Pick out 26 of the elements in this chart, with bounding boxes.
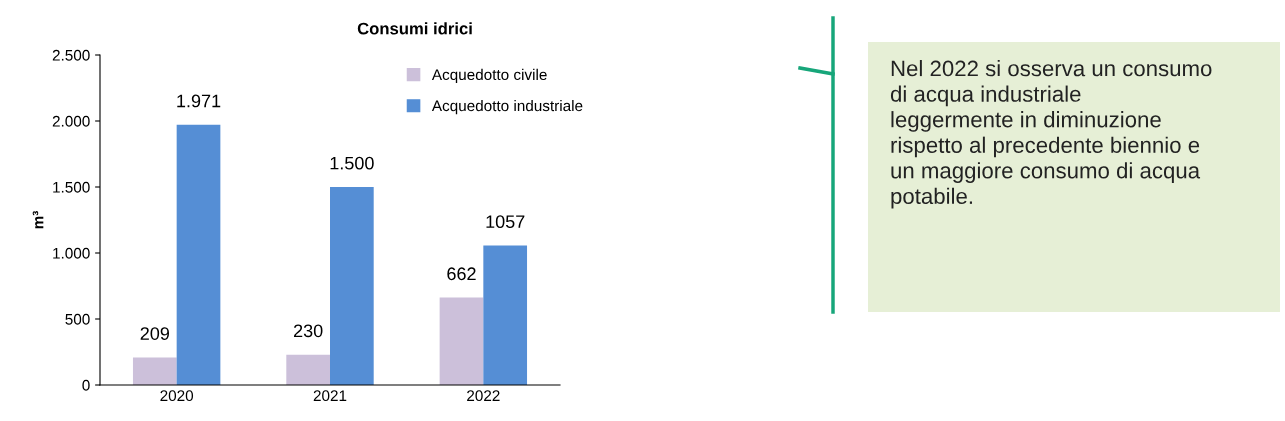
data-label: 1.500	[330, 156, 374, 170]
bar	[132, 357, 177, 385]
text: Nel 2022 si osserva un consumo di acqua industriale leggermente in diminuzione rispetto al precedente biennio e un maggiore consumo di acqua potabile.	[890, 60, 1212, 209]
bar	[176, 124, 221, 385]
bar	[483, 245, 528, 385]
data-label: 230	[294, 324, 323, 338]
y-tick-label: 2.500	[52, 49, 90, 61]
y-tick-label: 1.500	[53, 181, 90, 193]
legend-label: Acquedotto industriale	[431, 99, 583, 115]
data-label: 1.971	[177, 94, 221, 108]
y-tick-label: 0	[82, 379, 90, 391]
x-tick-label: 2022	[467, 390, 500, 402]
y-tick-label: 500	[65, 313, 90, 325]
bar	[286, 354, 330, 385]
legend-label: Acquedotto civile	[431, 68, 547, 84]
data-label: 1057	[486, 215, 525, 229]
chart-title: Consumi idrici	[357, 22, 472, 35]
bar	[330, 187, 374, 385]
y-tick-label: 2.000	[52, 115, 90, 127]
x-tick-label: 2021	[313, 390, 347, 402]
y-axis-title: m³	[32, 210, 44, 229]
bar	[439, 297, 484, 385]
data-label: 209	[140, 327, 170, 340]
y-tick-label: 1.000	[53, 247, 90, 259]
data-label: 662	[447, 267, 476, 281]
x-tick-label: 2020	[160, 390, 194, 402]
